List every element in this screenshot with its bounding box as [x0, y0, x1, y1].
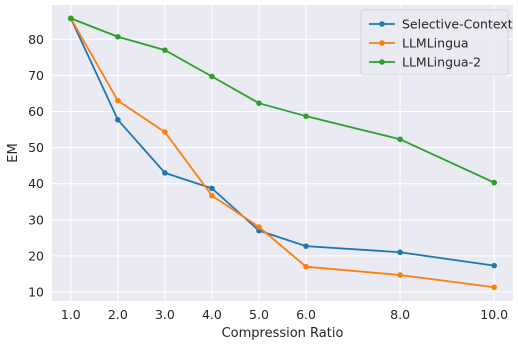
data-point	[162, 47, 168, 53]
legend-label: Selective-Context	[402, 17, 513, 32]
y-axis-label: EM	[6, 143, 21, 162]
series-line	[69, 17, 495, 267]
series-line	[70, 17, 495, 184]
x-tick-label: 1.0	[61, 307, 81, 322]
y-tick-label: 60	[28, 104, 44, 119]
data-point	[256, 224, 262, 230]
data-point	[491, 262, 497, 269]
data-point	[162, 129, 168, 135]
tick-labels: 1.0 2.0 3.0 4.0 5.0 6.0 8.0 10.0 10 20 30 40 50 60 70 8…	[28, 32, 508, 322]
data-point	[115, 116, 121, 123]
x-tick-label: 4.0	[202, 307, 222, 322]
x-tick-label: 6.0	[296, 307, 316, 322]
data-point	[209, 192, 215, 199]
x-axis-label: Compression Ratio	[222, 326, 344, 341]
x-tick-label: 2.0	[108, 307, 128, 322]
data-point	[303, 243, 309, 249]
series-llmlingua-2	[68, 15, 497, 186]
y-tick-label: 50	[28, 140, 44, 155]
y-tick-label: 80	[28, 32, 44, 47]
legend-label: LLMLingua-2	[402, 55, 481, 70]
legend-item[interactable]: LLMLingua	[369, 36, 469, 51]
data-point	[68, 15, 74, 22]
legend-item[interactable]: Selective-Context	[369, 17, 513, 32]
legend-label: LLMLingua	[402, 36, 469, 51]
data-point	[491, 284, 497, 291]
data-point	[115, 97, 121, 104]
data-point	[162, 170, 168, 176]
legend-box	[360, 9, 509, 76]
legend-swatch-marker	[379, 40, 385, 46]
legend[interactable]: Selective-Context LLMLingua LLMLingua-2	[360, 9, 513, 76]
x-tick-label: 8.0	[390, 307, 410, 322]
x-tick-label: 3.0	[155, 307, 175, 322]
data-point	[209, 185, 215, 192]
data-point	[256, 100, 262, 106]
data-point	[397, 249, 403, 256]
data-point	[209, 73, 215, 80]
series	[68, 15, 497, 291]
data-point	[115, 33, 121, 40]
y-tick-label: 70	[28, 68, 44, 83]
data-point	[397, 272, 403, 278]
x-tick-label: 10.0	[480, 307, 508, 322]
legend-swatch-marker	[379, 59, 385, 65]
y-tick-label: 30	[28, 212, 44, 227]
y-tick-label: 20	[28, 248, 44, 263]
y-tick-label: 10	[28, 284, 44, 299]
legend-item[interactable]: LLMLingua-2	[369, 55, 481, 70]
data-point	[491, 179, 497, 186]
series-line	[70, 17, 495, 289]
y-tick-label: 40	[28, 176, 44, 191]
legend-swatch-marker	[379, 21, 385, 27]
x-tick-label: 5.0	[249, 307, 269, 322]
data-point	[303, 263, 309, 270]
data-point	[303, 113, 309, 119]
data-point	[397, 136, 403, 143]
